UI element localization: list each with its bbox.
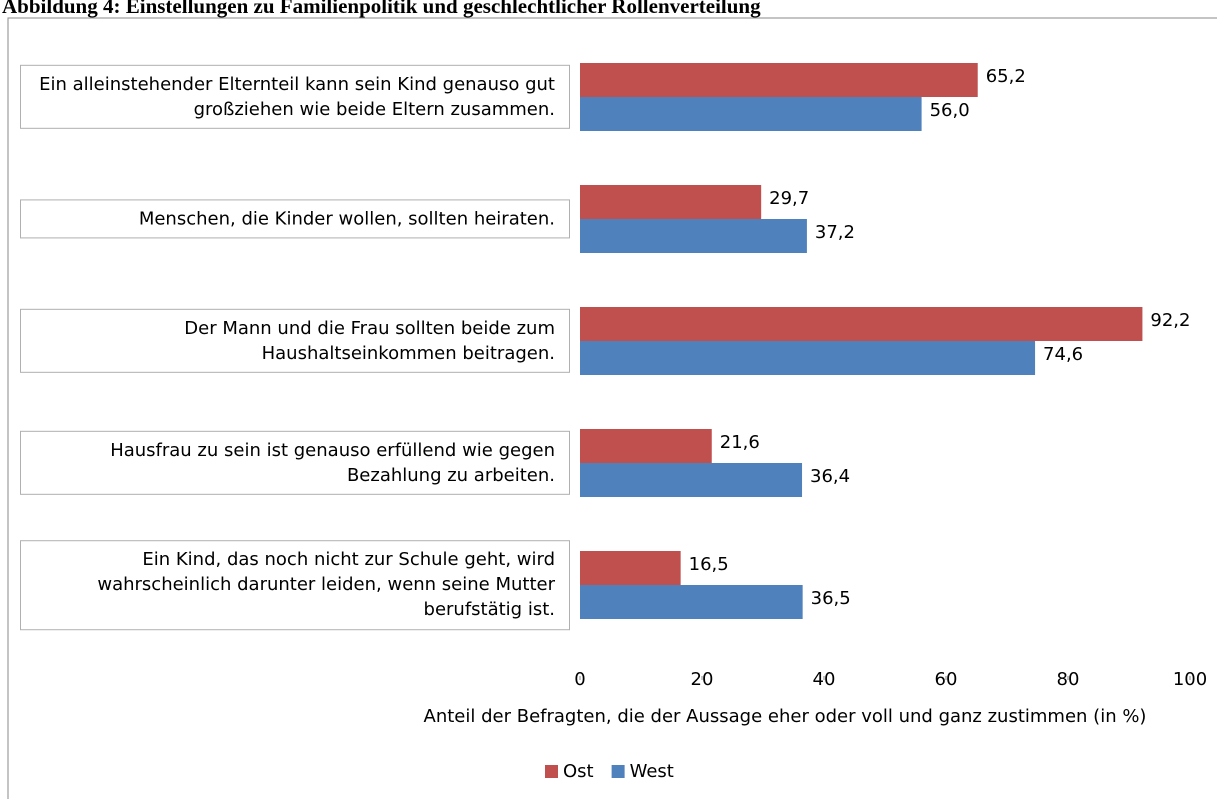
- legend-swatch: [611, 765, 625, 778]
- value-label: 29,7: [769, 188, 809, 209]
- category-label: Ein alleinstehender Elternteil kann sein…: [20, 64, 570, 130]
- bar: [580, 219, 807, 253]
- value-label: 36,4: [810, 466, 850, 487]
- category-label: Hausfrau zu sein ist genauso erfüllend w…: [20, 430, 570, 496]
- value-label: 37,2: [815, 222, 855, 243]
- x-tick-label: 60: [935, 669, 958, 690]
- bar: [580, 463, 803, 497]
- bar: [580, 551, 681, 585]
- value-label: 74,6: [1043, 344, 1083, 365]
- x-axis-label: Anteil der Befragten, die der Aussage eh…: [424, 706, 1147, 727]
- bar: [580, 307, 1143, 341]
- x-tick-label: 0: [574, 669, 585, 690]
- x-tick-label: 40: [813, 669, 836, 690]
- value-label: 56,0: [930, 100, 970, 121]
- x-tick-label: 80: [1057, 669, 1080, 690]
- value-label: 36,5: [811, 588, 851, 609]
- x-tick-label: 100: [1173, 669, 1207, 690]
- category-label: Ein Kind, das noch nicht zur Schule geht…: [20, 540, 570, 630]
- bar: [580, 341, 1036, 375]
- bar: [580, 585, 803, 619]
- chart-title: Abbildung 4: Einstellungen zu Familienpo…: [2, 0, 761, 18]
- legend-label: Ost: [563, 761, 594, 782]
- frame: [7, 17, 1217, 799]
- bar: [580, 97, 922, 131]
- legend-swatch: [545, 765, 558, 778]
- category-label: Menschen, die Kinder wollen, sollten hei…: [20, 199, 570, 239]
- bar: [580, 185, 762, 219]
- bar: [580, 63, 978, 97]
- category-label: Der Mann und die Frau sollten beide zum …: [20, 308, 570, 374]
- value-label: 21,6: [720, 432, 760, 453]
- value-label: 16,5: [689, 554, 729, 575]
- bar: [580, 429, 712, 463]
- legend-label: West: [630, 761, 674, 782]
- value-label: 65,2: [986, 66, 1026, 87]
- x-tick-label: 20: [691, 669, 714, 690]
- value-label: 92,2: [1150, 310, 1190, 331]
